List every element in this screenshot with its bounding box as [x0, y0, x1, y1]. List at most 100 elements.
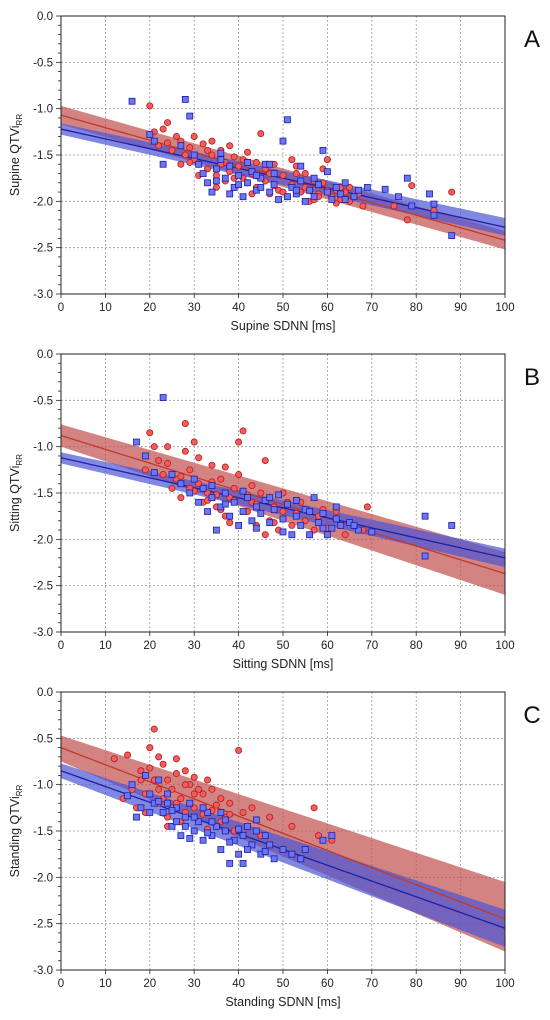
data-point	[328, 524, 336, 532]
x-tick-label: 50	[277, 640, 290, 652]
data-point	[226, 190, 234, 198]
data-point	[248, 804, 256, 812]
x-tick-label: 30	[188, 302, 201, 314]
data-point	[270, 506, 278, 514]
data-point	[235, 522, 243, 529]
data-point	[310, 174, 318, 182]
data-point	[208, 482, 216, 489]
y-tick-label: -2.0	[33, 196, 53, 208]
data-point	[164, 119, 172, 127]
y-tick-label: 0.0	[37, 11, 53, 23]
data-point	[226, 512, 234, 520]
y-axis-label-main: Sitting QTVi	[8, 466, 22, 532]
data-point	[235, 438, 243, 446]
data-point	[310, 804, 318, 812]
series-square	[128, 96, 456, 240]
data-point	[199, 836, 207, 844]
x-tick-label: 40	[232, 978, 245, 990]
x-tick-label: 50	[277, 302, 290, 314]
data-point	[208, 137, 216, 145]
data-point	[155, 457, 163, 465]
data-point	[363, 184, 371, 191]
data-point	[212, 801, 220, 809]
x-tick-label: 10	[99, 640, 112, 652]
data-point	[288, 531, 296, 539]
data-point	[168, 471, 176, 478]
x-tick-label: 100	[495, 640, 514, 652]
x-tick-label: 20	[143, 978, 156, 990]
data-point	[217, 846, 225, 853]
data-point	[208, 818, 216, 826]
data-point	[204, 179, 211, 187]
data-point	[275, 491, 282, 499]
panel-letter: A	[524, 26, 540, 53]
x-tick-label: 30	[188, 640, 201, 652]
data-point	[279, 515, 287, 523]
y-axis-label-main: Supine QTVi	[8, 125, 22, 196]
data-point	[226, 162, 234, 170]
y-axis-label-subscript: RR	[15, 784, 24, 796]
y-axis-label-main: Standing QTVi	[8, 796, 22, 877]
data-point	[244, 179, 251, 187]
data-point	[186, 466, 194, 474]
x-tick-label: 30	[188, 978, 201, 990]
data-point	[146, 102, 154, 110]
data-point	[292, 170, 300, 178]
data-point	[195, 818, 203, 826]
data-point	[448, 188, 456, 196]
data-point	[208, 461, 216, 469]
data-point	[252, 503, 260, 511]
data-point	[270, 855, 278, 863]
gridlines	[60, 15, 506, 295]
data-point	[177, 480, 185, 488]
data-point	[159, 809, 167, 816]
data-point	[190, 813, 198, 821]
data-point	[288, 850, 296, 858]
data-point	[168, 807, 176, 815]
x-tick-label: 70	[365, 978, 378, 990]
data-point	[186, 835, 194, 842]
data-point	[226, 838, 234, 846]
data-point	[159, 470, 167, 478]
data-point	[164, 139, 172, 147]
x-tick-label: 70	[365, 640, 378, 652]
data-point	[266, 813, 274, 821]
data-point	[204, 809, 211, 816]
data-point	[381, 185, 389, 193]
data-point	[341, 179, 349, 187]
data-point	[363, 503, 371, 511]
y-tick-label: -3.0	[33, 627, 53, 639]
data-point	[284, 193, 291, 201]
data-point	[279, 508, 287, 516]
data-point	[319, 509, 327, 517]
data-point	[172, 132, 180, 140]
data-point	[181, 151, 189, 159]
x-tick-label: 0	[58, 640, 64, 652]
data-point	[328, 832, 336, 840]
y-axis-label: Sitting QTViRR	[8, 454, 24, 532]
data-point	[150, 443, 158, 451]
data-point	[221, 489, 229, 497]
data-point	[332, 503, 340, 511]
x-tick-label: 40	[232, 302, 245, 314]
data-point	[301, 170, 309, 178]
data-point	[226, 142, 234, 150]
data-point	[133, 438, 140, 446]
data-point	[257, 130, 265, 138]
y-tick-label: -1.0	[33, 442, 53, 454]
x-axis-label: Sitting SDNN [ms]	[233, 657, 334, 671]
data-point	[239, 808, 247, 816]
data-point	[328, 196, 336, 203]
data-point	[248, 482, 256, 490]
data-point	[235, 181, 243, 189]
panel-letter: C	[523, 702, 540, 729]
data-point	[257, 509, 265, 517]
data-point	[217, 156, 225, 164]
x-tick-label: 90	[454, 978, 467, 990]
data-point	[199, 790, 207, 798]
x-tick-label: 90	[454, 640, 467, 652]
data-point	[128, 781, 136, 789]
data-point	[266, 160, 274, 168]
data-point	[292, 186, 300, 194]
